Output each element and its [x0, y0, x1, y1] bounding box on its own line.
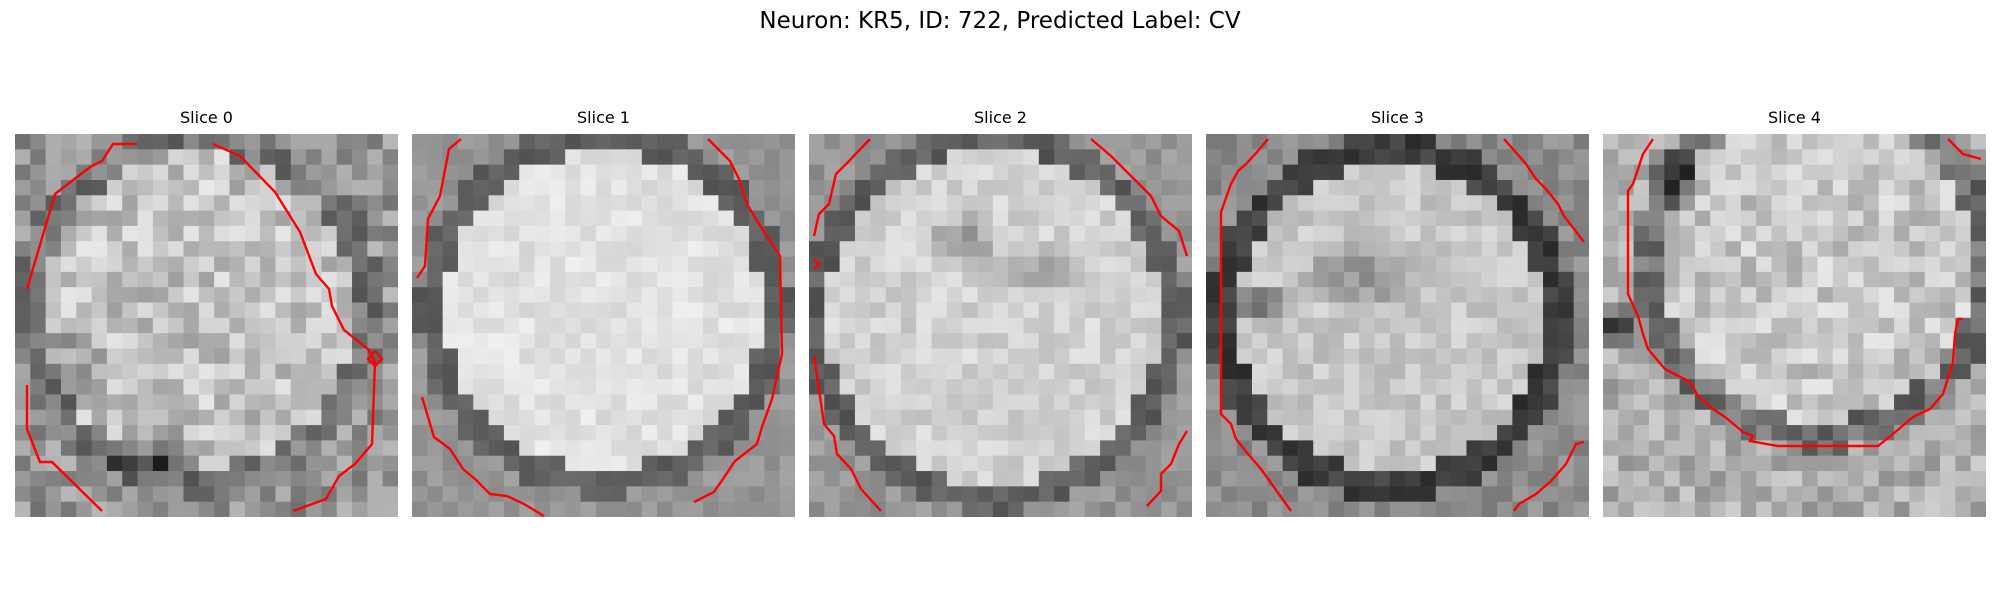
slice-panel-0: Slice 0: [15, 108, 398, 517]
slice-title: Slice 4: [1603, 108, 1986, 128]
slice-panel-3: Slice 3: [1206, 108, 1589, 517]
slice-image: [15, 134, 398, 517]
slice-image: [412, 134, 795, 517]
slice-image: [1603, 134, 1986, 517]
slice-image: [809, 134, 1192, 517]
slice-title: Slice 0: [15, 108, 398, 128]
slice-panel-2: Slice 2: [809, 108, 1192, 517]
pixel-grid: [1206, 134, 1589, 517]
slice-title: Slice 3: [1206, 108, 1589, 128]
pixel-grid: [1603, 134, 1986, 517]
slice-title: Slice 1: [412, 108, 795, 128]
slice-panel-4: Slice 4: [1603, 108, 1986, 517]
figure-title: Neuron: KR5, ID: 722, Predicted Label: C…: [0, 6, 2000, 36]
slice-title: Slice 2: [809, 108, 1192, 128]
pixel-grid: [809, 134, 1192, 517]
slice-image: [1206, 134, 1589, 517]
slice-panel-1: Slice 1: [412, 108, 795, 517]
